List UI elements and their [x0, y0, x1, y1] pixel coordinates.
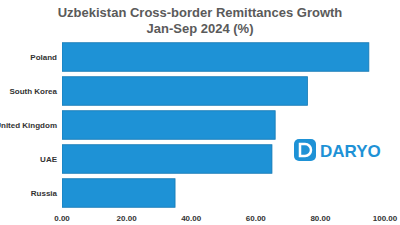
bar	[62, 43, 369, 72]
chart: Uzbekistan Cross-border Remittances Grow…	[0, 0, 400, 225]
tick-label: 100.00	[373, 214, 398, 223]
category-label: South Korea	[9, 87, 57, 96]
tick-label: 0.00	[54, 214, 70, 223]
category-label: UAE	[40, 155, 58, 164]
logo-glyph	[300, 144, 311, 156]
bar	[62, 111, 275, 140]
bar	[62, 145, 272, 174]
tick-label: 60.00	[246, 214, 267, 223]
logo: DARYO	[294, 139, 381, 161]
category-label: Poland	[30, 53, 57, 62]
bars	[62, 43, 369, 208]
category-label: Russia	[31, 189, 58, 198]
tick-label: 80.00	[310, 214, 331, 223]
logo-icon	[294, 139, 316, 161]
subtitle: Jan-Sep 2024 (%)	[147, 21, 254, 36]
tick-mark	[320, 210, 321, 211]
bar	[62, 77, 307, 106]
annotation: DARYO	[320, 142, 381, 161]
tick-label: 40.00	[181, 214, 202, 223]
tick-mark	[191, 210, 192, 211]
tick-mark	[255, 210, 256, 211]
tick-mark	[385, 210, 386, 211]
bar	[62, 179, 175, 208]
tick-mark	[126, 210, 127, 211]
tick-mark	[62, 210, 63, 211]
tick-label: 20.00	[117, 214, 138, 223]
title: Uzbekistan Cross-border Remittances Grow…	[58, 5, 343, 20]
category-label: United Kingdom	[0, 121, 57, 130]
